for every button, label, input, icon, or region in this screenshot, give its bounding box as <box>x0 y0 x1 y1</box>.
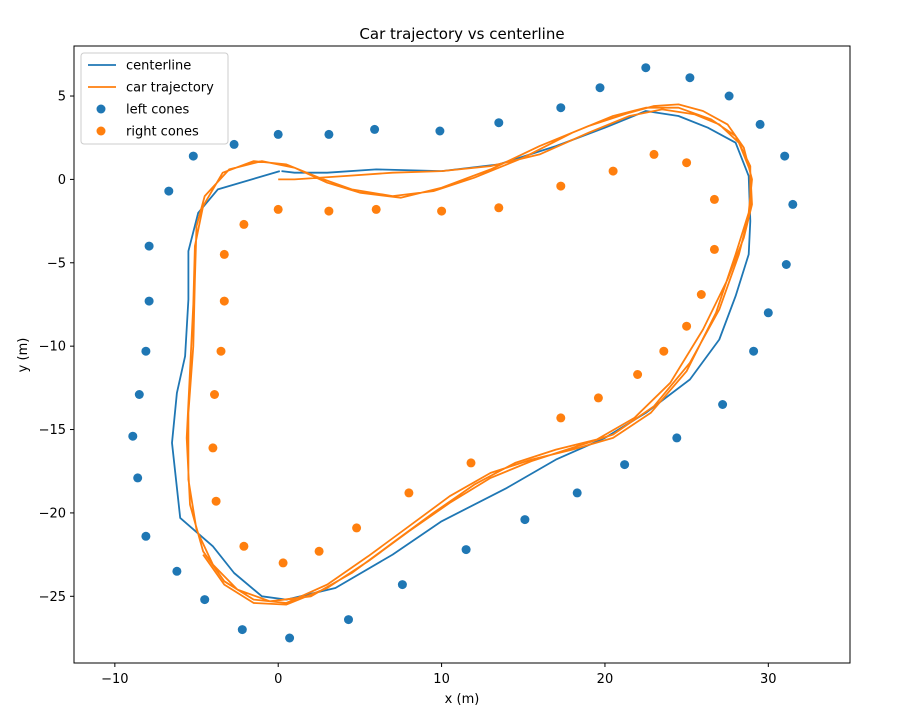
x-tick-label: 30 <box>760 672 777 687</box>
x-tick-label: 10 <box>433 672 450 687</box>
y-tick-label: −10 <box>39 340 66 355</box>
y-tick-label: −25 <box>39 590 66 605</box>
right-cones-point <box>709 194 719 204</box>
right-cones-point <box>437 206 447 216</box>
right-cones-point <box>556 181 566 191</box>
right-cones-point <box>466 458 476 468</box>
y-tick-label: 0 <box>58 173 66 188</box>
y-axis-label: y (m) <box>16 338 31 373</box>
left-cones-point <box>788 199 798 209</box>
right-cones-point <box>219 249 229 259</box>
legend: centerline car trajectory left cones right … <box>80 52 229 145</box>
right-cones-point <box>208 443 218 453</box>
right-cones-point <box>278 558 288 568</box>
left-cones-point <box>780 151 790 161</box>
left-cones-point <box>285 633 295 643</box>
right-cones-point <box>314 546 324 556</box>
legend-right-cones-swatch <box>96 126 106 136</box>
legend-box <box>80 52 229 145</box>
left-cones-point <box>724 91 734 101</box>
left-cones-point <box>572 488 582 498</box>
y-tick-label: −5 <box>47 256 66 271</box>
right-cones-point <box>593 393 603 403</box>
right-cones-point <box>682 158 692 168</box>
left-cones-point <box>134 390 144 399</box>
left-cones-point <box>370 124 380 134</box>
legend-car-trajectory-label: car trajectory <box>126 81 214 96</box>
right-cones-point <box>649 149 659 159</box>
left-cones-point <box>273 129 283 139</box>
left-cones-point <box>556 103 566 113</box>
right-cones-point <box>211 496 221 506</box>
right-cones-point <box>219 296 229 306</box>
y-tick-label: −20 <box>39 506 66 521</box>
right-cones-point <box>404 488 414 498</box>
axes-layer: −10 0 10 20 30 5 0 −5 −10 −15 −20 −25 <box>39 90 777 687</box>
left-cones-point <box>595 83 605 93</box>
left-cones-point <box>141 346 151 356</box>
right-cones-point <box>273 204 283 214</box>
left-cones-point <box>685 73 695 83</box>
right-cones-point <box>210 390 219 399</box>
left-cones-point <box>141 531 151 541</box>
right-cones-point <box>494 203 504 213</box>
legend-left-cones-label: left cones <box>126 103 190 118</box>
y-tick-label: 5 <box>58 90 66 105</box>
left-cones-point <box>344 615 353 625</box>
left-cones-point <box>781 260 791 269</box>
left-cones-point <box>435 126 445 136</box>
series-layer <box>128 63 798 643</box>
left-cones-point <box>397 580 407 590</box>
x-tick-label: −10 <box>101 672 128 687</box>
left-cones-point <box>641 63 651 73</box>
plot-frame <box>73 45 851 664</box>
right-cones-point <box>216 346 226 356</box>
right-cones-point <box>371 204 381 214</box>
y-tick-label: −15 <box>39 423 66 438</box>
x-tick-label: 0 <box>274 672 282 687</box>
left-cones-point <box>200 595 210 605</box>
left-cones-point <box>144 296 154 306</box>
left-cones-point <box>718 400 728 409</box>
right-cones-point <box>352 523 362 533</box>
left-cones-point <box>755 119 765 129</box>
left-cones-point <box>128 431 138 441</box>
left-cones-point <box>172 566 182 576</box>
x-axis-label: x (m) <box>445 692 480 707</box>
legend-centerline-label: centerline <box>126 59 191 74</box>
chart-title: Car trajectory vs centerline <box>359 25 564 43</box>
legend-right-cones-label: right cones <box>126 125 199 140</box>
right-cones-point <box>239 541 249 551</box>
right-cones-point <box>633 370 643 379</box>
right-cones-point <box>239 219 249 229</box>
x-tick-label: 20 <box>597 672 614 687</box>
right-cones-point <box>659 346 669 356</box>
left-cones-point <box>520 515 530 525</box>
right-cones-point <box>709 244 719 254</box>
left-cones-point <box>749 346 759 356</box>
left-cones-point <box>237 625 247 635</box>
left-cones-point <box>324 129 334 139</box>
right-cones-point <box>696 290 706 299</box>
right-cones-point <box>608 166 618 176</box>
left-cones-point <box>672 433 682 443</box>
right-cones-point <box>682 321 692 331</box>
left-cones-point <box>144 241 154 251</box>
left-cones-point <box>229 139 239 149</box>
left-cones-point <box>133 473 143 483</box>
left-cones-point <box>188 151 198 161</box>
left-cones-point <box>763 308 773 318</box>
left-cones-point <box>164 186 174 196</box>
left-cones-point <box>461 545 471 555</box>
legend-left-cones-swatch <box>96 104 106 114</box>
right-cones-point <box>324 206 334 216</box>
left-cones-point <box>494 118 504 128</box>
left-cones-point <box>620 460 630 470</box>
right-cones-point <box>556 413 566 423</box>
car-trajectory-line <box>185 103 753 606</box>
